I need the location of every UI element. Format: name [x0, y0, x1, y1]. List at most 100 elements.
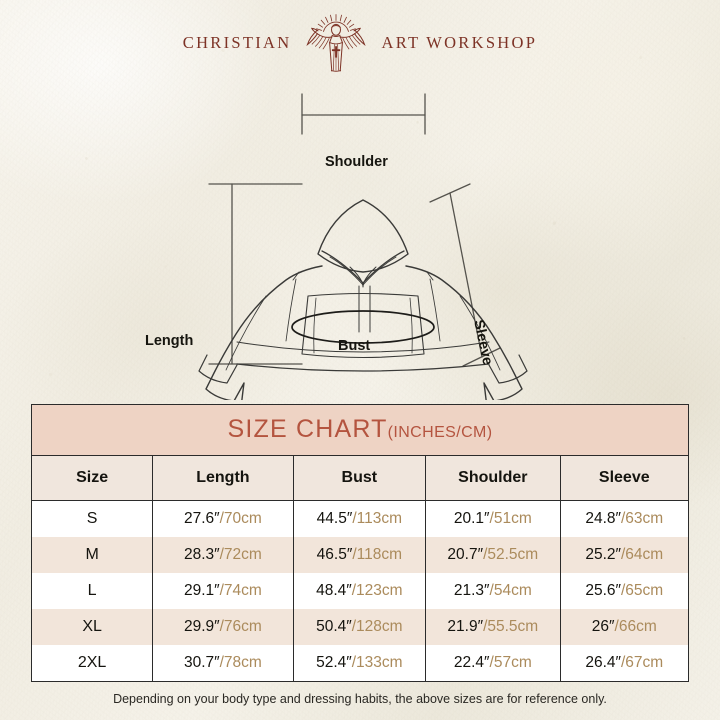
cell-length: 29.1″/74cm: [152, 573, 294, 609]
value-inches: 25.2″: [585, 546, 621, 563]
value-inches: 24.8″: [585, 510, 621, 527]
cell-length: 28.3″/72cm: [152, 537, 294, 573]
size-chart-title-units: (INCHES/CM): [387, 424, 493, 441]
value-cm: /74cm: [219, 582, 262, 599]
label-shoulder: Shoulder: [325, 154, 388, 170]
cell-bust: 48.4″/123cm: [292, 573, 426, 609]
hood-outline: [317, 199, 409, 273]
cell-shoulder: 22.4″/57cm: [425, 645, 561, 681]
value-inches: 46.5″: [316, 546, 353, 563]
cell-size: XL: [32, 609, 153, 645]
size-chart: SIZE CHART(INCHES/CM) Size Length Bust S…: [31, 404, 689, 682]
table-row: L 29.1″/74cm 48.4″/123cm 21.3″/54cm 25.6…: [32, 573, 688, 609]
table-row: S 27.6″/70cm 44.5″/113cm 20.1″/51cm 24.8…: [32, 500, 688, 537]
value-cm: /67cm: [620, 654, 664, 671]
value-cm: /57cm: [489, 654, 532, 671]
cell-sleeve: 25.2″/64cm: [559, 537, 688, 573]
cell-bust: 44.5″/113cm: [292, 500, 426, 537]
sleeve-measure-line: [429, 183, 501, 367]
column-header-size: Size: [32, 456, 153, 501]
cell-sleeve: 25.6″/65cm: [559, 573, 688, 609]
size-chart-table: Size Length Bust Shoulder Sleeve S 27.6″…: [32, 456, 688, 681]
value-cm: /78cm: [219, 654, 262, 671]
value-inches: 25.6″: [585, 582, 621, 599]
column-header-sleeve: Sleeve: [559, 456, 688, 501]
value-inches: 28.3″: [183, 546, 220, 563]
value-cm: /54cm: [489, 582, 532, 599]
value-cm: /118cm: [352, 546, 402, 563]
value-inches: 30.7″: [183, 654, 220, 671]
value-inches: 22.4″: [453, 654, 490, 671]
value-cm: /113cm: [352, 510, 402, 527]
value-inches: 26″: [591, 618, 615, 635]
value-cm: /66cm: [614, 618, 657, 635]
cell-sleeve: 26″/66cm: [559, 609, 688, 645]
value-cm: /76cm: [219, 618, 262, 635]
hem-line: [236, 363, 490, 372]
brand-name-right: ART WORKSHOP: [381, 33, 538, 52]
value-inches: 26.4″: [585, 654, 621, 671]
value-inches: 29.9″: [183, 618, 220, 635]
value-cm: /123cm: [351, 582, 403, 599]
cell-sleeve: 26.4″/67cm: [559, 645, 688, 681]
column-header-shoulder: Shoulder: [425, 456, 561, 501]
value-cm: /55.5cm: [483, 618, 539, 635]
right-cuff: [488, 354, 528, 384]
value-cm: /64cm: [620, 546, 664, 563]
cell-length: 30.7″/78cm: [152, 645, 294, 681]
column-header-length: Length: [152, 456, 294, 501]
value-inches: 20.1″: [453, 510, 490, 527]
size-chart-title: SIZE CHART(INCHES/CM): [32, 405, 688, 456]
cell-sleeve: 24.8″/63cm: [559, 500, 688, 537]
cell-shoulder: 21.9″/55.5cm: [425, 609, 561, 645]
value-inches: 20.7″: [447, 546, 484, 563]
size-disclaimer-note: Depending on your body type and dressing…: [113, 692, 607, 706]
cell-length: 29.9″/76cm: [152, 609, 294, 645]
value-inches: 48.4″: [316, 582, 352, 599]
cell-size: M: [32, 537, 153, 573]
cell-size: S: [32, 500, 153, 537]
cell-bust: 46.5″/118cm: [292, 537, 426, 573]
value-cm: /52.5cm: [483, 546, 539, 563]
length-measure-line: [208, 183, 303, 365]
table-header-row: Size Length Bust Shoulder Sleeve: [32, 456, 688, 501]
table-row: 2XL 30.7″/78cm 52.4″/133cm 22.4″/57cm 26…: [32, 645, 688, 681]
left-cuff: [198, 354, 238, 384]
cell-length: 27.6″/70cm: [152, 500, 294, 537]
value-cm: /133cm: [351, 654, 403, 671]
cell-shoulder: 20.7″/52.5cm: [425, 537, 561, 573]
value-inches: 29.1″: [183, 582, 220, 599]
value-cm: /65cm: [620, 582, 664, 599]
cell-size: L: [32, 573, 153, 609]
label-length: Length: [145, 333, 194, 349]
value-cm: /70cm: [219, 510, 262, 527]
cell-shoulder: 21.3″/54cm: [425, 573, 561, 609]
value-inches: 27.6″: [183, 510, 220, 527]
label-bust: Bust: [338, 338, 371, 354]
bust-ellipse: [291, 310, 435, 344]
value-inches: 50.4″: [316, 618, 352, 635]
value-inches: 44.5″: [316, 510, 353, 527]
column-header-bust: Bust: [292, 456, 426, 501]
value-cm: /72cm: [219, 546, 262, 563]
shoulder-measure-line: [301, 93, 426, 135]
value-cm: /63cm: [620, 510, 664, 527]
body-outline: [205, 265, 523, 400]
value-inches: 52.4″: [316, 654, 352, 671]
table-row: XL 29.9″/76cm 50.4″/128cm 21.9″/55.5cm 2…: [32, 609, 688, 645]
cell-shoulder: 20.1″/51cm: [425, 500, 561, 537]
table-row: M 28.3″/72cm 46.5″/118cm 20.7″/52.5cm 25…: [32, 537, 688, 573]
value-inches: 21.9″: [447, 618, 484, 635]
brand-header: CHRISTIAN: [0, 12, 720, 74]
hoodie-measurement-diagram: Shoulder Length Bust Sleeve: [0, 74, 720, 400]
kangaroo-pocket: [301, 292, 425, 359]
cell-bust: 52.4″/133cm: [292, 645, 426, 681]
value-cm: /128cm: [351, 618, 403, 635]
value-inches: 21.3″: [453, 582, 490, 599]
risen-christ-with-cross-icon: [306, 14, 367, 72]
size-chart-title-main: SIZE CHART: [227, 415, 388, 443]
cell-size: 2XL: [32, 645, 153, 681]
cell-bust: 50.4″/128cm: [292, 609, 426, 645]
value-cm: /51cm: [489, 510, 532, 527]
brand-name-left: CHRISTIAN: [182, 33, 292, 52]
